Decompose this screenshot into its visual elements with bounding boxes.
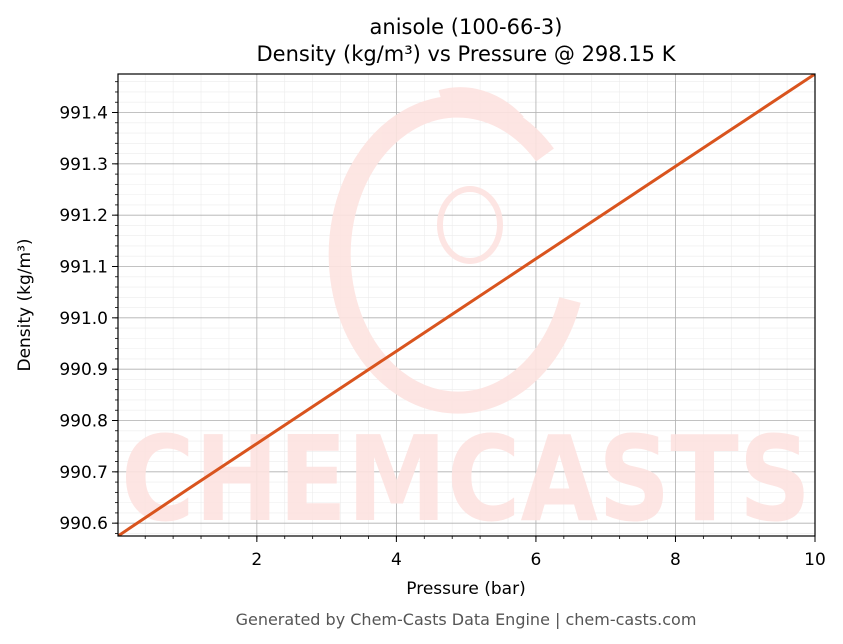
series-line-0 [118, 74, 815, 536]
y-tick-label: 991.1 [59, 258, 108, 278]
footer-credit: Generated by Chem-Casts Data Engine | ch… [236, 610, 697, 629]
plot-frame [117, 73, 816, 537]
x-tick-label: 6 [531, 550, 542, 570]
y-tick-label: 991.2 [59, 206, 108, 226]
x-tick-label: 10 [804, 550, 826, 570]
x-axis-label: Pressure (bar) [406, 579, 525, 599]
y-tick-label: 990.6 [59, 514, 108, 534]
y-tick-label: 990.9 [59, 360, 108, 380]
chart-title: anisole (100-66-3) [370, 15, 563, 39]
y-tick-label: 991.4 [59, 104, 108, 124]
y-tick-label: 991.0 [59, 309, 108, 329]
x-tick-label: 8 [670, 550, 681, 570]
x-tick-label: 4 [391, 550, 402, 570]
y-tick-label: 991.3 [59, 155, 108, 175]
y-axis-label: Density (kg/m³) [15, 238, 35, 371]
watermark-logo-icon [328, 87, 581, 414]
y-tick-label: 990.7 [59, 463, 108, 483]
watermark-text: CHEMCASTS [121, 410, 811, 548]
watermark: CHEMCASTS [121, 87, 811, 548]
x-axis: 2 4 6 8 10 [144, 536, 826, 570]
x-tick-label: 2 [251, 550, 262, 570]
y-axis: 990.6 990.7 990.8 990.9 991.0 991.1 991.2 991.3… [59, 81, 118, 534]
chart-subtitle: Density (kg/m³) vs Pressure @ 298.15 K [256, 42, 676, 66]
y-tick-label: 990.8 [59, 412, 108, 432]
